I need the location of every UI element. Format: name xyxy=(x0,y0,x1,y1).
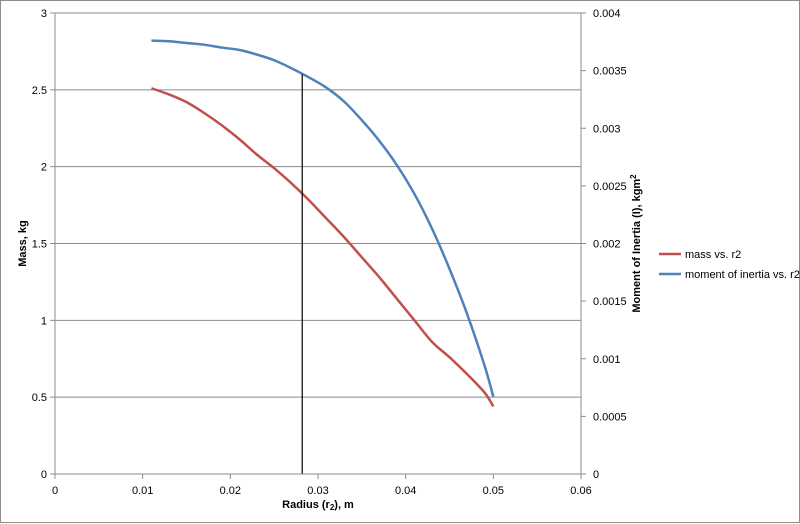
y2-tick-label: 0.0005 xyxy=(593,411,627,423)
y2-tick-label: 0.004 xyxy=(593,8,621,20)
x-tick-label: 0.03 xyxy=(307,485,328,497)
legend-label: mass vs. r2 xyxy=(685,249,741,261)
y-tick-label: 1 xyxy=(41,315,47,327)
y2-tick-label: 0.0035 xyxy=(593,66,627,78)
series-layer xyxy=(151,39,495,474)
series-line-moment-of-inertia xyxy=(151,39,495,398)
y-tick-label: 3 xyxy=(41,8,47,20)
x-tick-label: 0.04 xyxy=(395,485,416,497)
gridlines xyxy=(55,12,581,398)
y-tick-label: 0 xyxy=(41,469,47,481)
y-axis-title: Mass, kg xyxy=(17,220,29,266)
y2-tick-label: 0.0015 xyxy=(593,296,627,308)
y2-axis-title: Moment of Inertia (I), kgm2 xyxy=(629,174,643,313)
x-tick-label: 0.06 xyxy=(570,485,591,497)
legend: mass vs. r2 moment of inertia vs. r2 xyxy=(659,249,800,281)
y2-tick-label: 0 xyxy=(593,469,599,481)
y-tick-label: 2 xyxy=(41,162,47,174)
y-tick-label: 2.5 xyxy=(32,85,47,97)
y-tick-label: 0.5 xyxy=(32,392,47,404)
legend-label: moment of inertia vs. r2 xyxy=(685,269,800,281)
series-line-mass xyxy=(151,87,495,408)
y2-tick-label: 0.003 xyxy=(593,123,621,135)
x-axis-title: Radius (r2), m xyxy=(282,499,354,512)
x-tick-label: 0 xyxy=(52,485,58,497)
y2-tick-label: 0.001 xyxy=(593,354,621,366)
tick-labels: 0 0.5 1 1.5 2 2.5 3 0 0.0005 0.001 0.0015 0.002 0.00… xyxy=(32,8,627,497)
x-tick-label: 0.02 xyxy=(220,485,241,497)
x-tick-label: 0.05 xyxy=(483,485,504,497)
axes xyxy=(50,12,586,479)
y2-tick-label: 0.002 xyxy=(593,239,621,251)
y-tick-label: 1.5 xyxy=(32,239,47,251)
x-tick-label: 0.01 xyxy=(132,485,153,497)
y2-tick-label: 0.0025 xyxy=(593,181,627,193)
